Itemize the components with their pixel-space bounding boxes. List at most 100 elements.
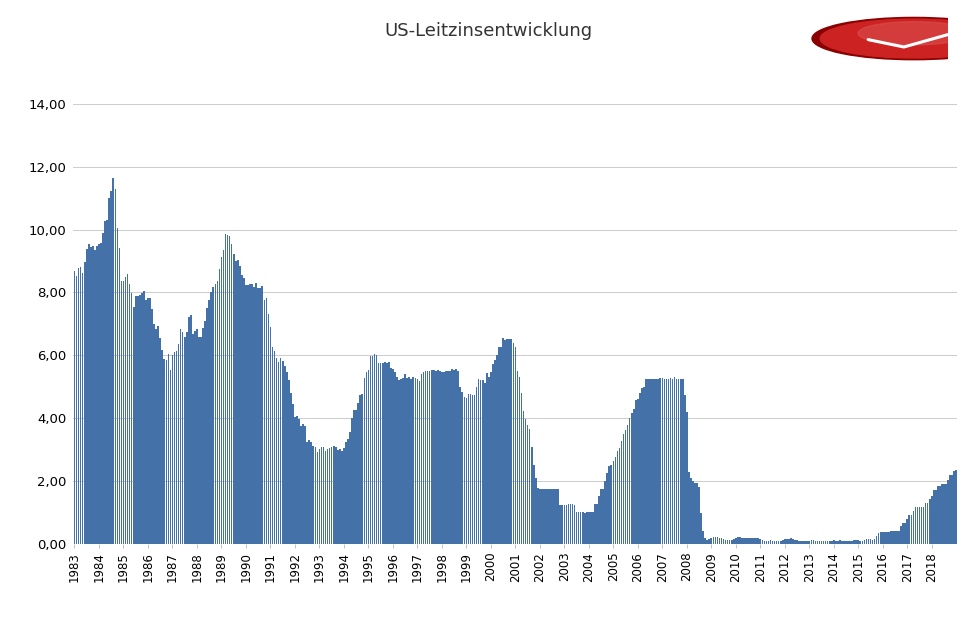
Bar [716,537,718,544]
Bar [873,540,875,544]
Bar [94,250,96,544]
Bar [637,399,639,544]
Bar [555,489,557,544]
Bar [439,371,441,544]
Bar [329,448,330,544]
Bar [719,538,720,544]
Bar [337,450,339,544]
Bar [292,404,294,544]
Bar [300,427,302,544]
Bar [347,439,349,544]
Bar [408,377,410,544]
Bar [159,337,161,544]
Bar [615,457,616,544]
Bar [131,293,133,544]
Bar [243,278,244,544]
Bar [629,418,630,544]
Bar [916,507,918,544]
Bar [616,451,618,544]
Bar [714,537,716,544]
Bar [127,274,128,544]
Bar [345,442,347,544]
Bar [239,266,240,544]
Bar [515,348,516,544]
Bar [663,379,665,544]
Bar [311,442,312,544]
Bar [180,329,182,544]
Bar [907,519,908,544]
Bar [229,236,231,544]
Bar [326,449,328,544]
Bar [178,344,180,544]
Bar [234,262,236,544]
Bar [806,541,808,544]
Bar [480,380,482,544]
Bar [735,538,737,544]
Bar [103,233,104,544]
Bar [429,371,431,544]
Bar [356,410,357,544]
Bar [92,246,94,544]
Bar [449,371,450,544]
Bar [406,377,408,544]
Bar [913,511,914,544]
Bar [492,363,493,544]
Bar [517,371,518,544]
Bar [394,372,396,544]
Bar [106,220,108,544]
Bar [137,296,139,544]
Bar [215,284,216,544]
Bar [539,489,540,544]
Bar [605,481,606,544]
Bar [335,447,336,544]
Bar [894,531,896,544]
Bar [331,447,332,544]
Bar [194,331,195,544]
Bar [513,343,514,544]
Bar [954,471,955,544]
Bar [686,412,688,544]
Bar [453,370,455,544]
Bar [847,541,849,544]
Bar [403,378,404,544]
Bar [568,504,570,544]
Bar [276,358,277,544]
Bar [202,328,204,544]
Bar [692,481,694,544]
Bar [188,317,190,544]
Bar [90,247,92,544]
Bar [825,541,827,544]
Bar [860,541,861,544]
Bar [247,285,249,544]
Bar [622,434,624,544]
Bar [811,540,812,544]
Bar [317,452,319,544]
Bar [494,360,495,544]
Bar [849,541,851,544]
Bar [939,487,941,544]
Bar [496,355,498,544]
Bar [143,291,145,544]
Bar [764,541,765,544]
Bar [898,531,900,544]
Bar [841,541,843,544]
Bar [118,248,120,544]
Bar [241,275,242,544]
Bar [212,286,214,544]
Bar [676,379,677,544]
Bar [843,541,845,544]
Bar [704,538,706,544]
Bar [508,339,510,544]
Bar [108,198,110,544]
Text: US-Leitzinsentwicklung: US-Leitzinsentwicklung [384,22,593,40]
Bar [182,332,184,544]
Bar [223,250,225,544]
Bar [600,489,602,544]
Bar [433,370,435,544]
Bar [270,327,272,544]
Bar [468,394,469,544]
Bar [470,394,471,544]
Bar [937,487,939,544]
Bar [751,538,753,544]
Bar [553,489,555,544]
